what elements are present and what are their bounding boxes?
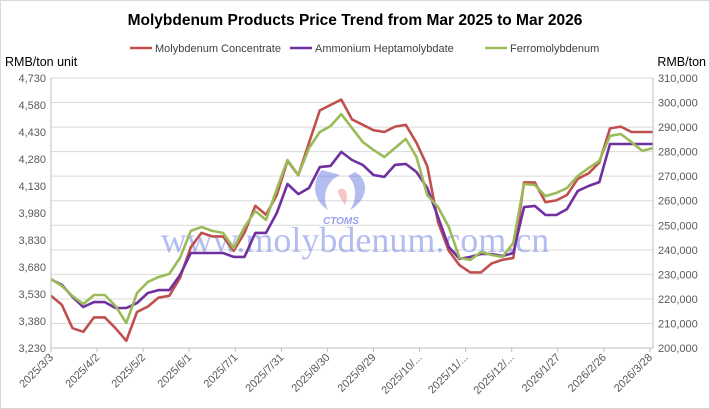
left-y-tick-label: 3,980 (18, 208, 46, 220)
left-axis-label: RMB/ton unit (5, 55, 78, 69)
right-axis-label: RMB/ton (657, 55, 706, 69)
ctoms-logo (315, 170, 366, 210)
left-y-tick-label: 3,830 (18, 235, 46, 247)
series-line-molybdenum-concentrate (50, 98, 653, 343)
left-y-tick-label: 3,680 (18, 262, 46, 274)
left-y-tick-label: 3,530 (18, 289, 46, 301)
legend-label-ammonium-heptamolybdate: Ammonium Heptamolybdate (315, 43, 454, 55)
right-y-tick-label: 240,000 (658, 245, 698, 257)
legend-label-molybdenum-concentrate: Molybdenum Concentrate (155, 43, 281, 55)
series-line-ferromolybdenum (50, 112, 654, 325)
right-y-tick-label: 230,000 (658, 269, 698, 281)
right-y-tick-label: 200,000 (658, 343, 698, 355)
right-y-tick-label: 220,000 (658, 294, 698, 306)
right-y-tick-label: 210,000 (658, 318, 698, 330)
right-y-tick-label: 260,000 (658, 196, 698, 208)
watermark-logo-text: CTOMS (323, 216, 359, 227)
right-y-tick-label: 270,000 (658, 171, 698, 183)
left-y-tick-label: 4,130 (18, 181, 46, 193)
series-line-ammonium-heptamolybdate (50, 142, 653, 310)
right-y-tick-label: 310,000 (658, 73, 698, 85)
right-y-tick-label: 300,000 (658, 98, 698, 110)
legend: Molybdenum Concentrate Ammonium Heptamoly… (130, 43, 599, 55)
left-y-tick-label: 4,430 (18, 127, 46, 139)
left-y-tick-label: 4,730 (18, 73, 46, 85)
series-lines (50, 98, 654, 343)
right-y-tick-label: 290,000 (658, 122, 698, 134)
right-y-tick-label: 250,000 (658, 220, 698, 232)
left-y-tick-label: 4,580 (18, 100, 46, 112)
left-y-tick-label: 3,380 (18, 316, 46, 328)
legend-label-ferromolybdenum: Ferromolybdenum (510, 43, 599, 55)
right-y-tick-label: 280,000 (658, 147, 698, 159)
left-y-tick-label: 4,280 (18, 154, 46, 166)
left-y-tick-label: 3,230 (18, 343, 46, 355)
chart-title: Molybdenum Products Price Trend from Mar… (128, 12, 583, 29)
